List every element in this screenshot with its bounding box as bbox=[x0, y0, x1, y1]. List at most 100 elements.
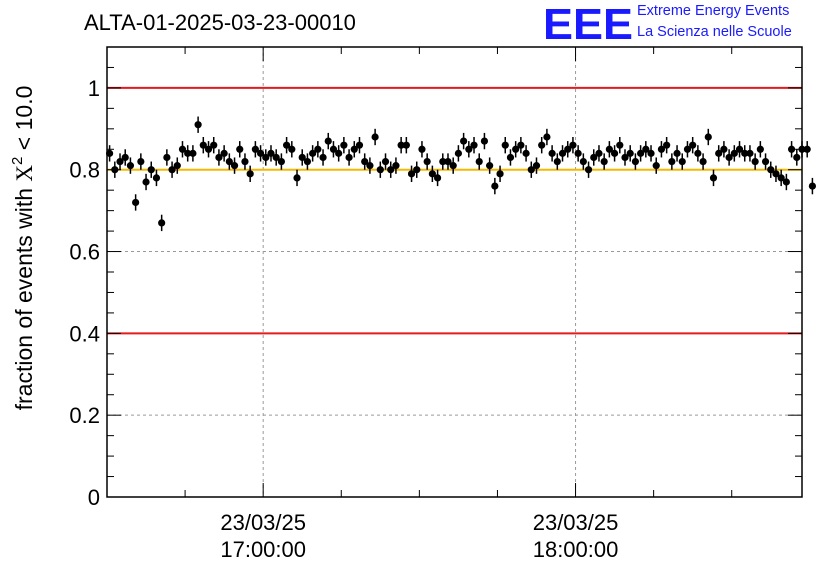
data-marker bbox=[381, 157, 390, 166]
data-marker bbox=[449, 162, 457, 170]
data-marker bbox=[267, 149, 275, 157]
data-point bbox=[741, 145, 749, 162]
data-point bbox=[210, 137, 218, 154]
y-axis-label: fraction of events with X2 < 10.0 bbox=[9, 86, 37, 411]
data-marker bbox=[439, 157, 447, 166]
data-marker bbox=[397, 141, 405, 149]
x-tick-label-date: 23/03/25 bbox=[533, 510, 619, 535]
data-point bbox=[704, 128, 712, 146]
data-marker bbox=[444, 157, 452, 166]
data-marker bbox=[538, 141, 546, 149]
data-marker bbox=[787, 145, 796, 153]
data-point bbox=[449, 157, 457, 174]
data-point bbox=[163, 149, 171, 166]
data-marker bbox=[637, 149, 645, 157]
data-marker bbox=[756, 145, 764, 153]
data-point bbox=[470, 137, 478, 154]
data-point bbox=[558, 145, 567, 162]
data-marker bbox=[465, 145, 473, 153]
plot-frame bbox=[106, 46, 803, 498]
data-marker bbox=[782, 178, 790, 186]
data-point bbox=[460, 132, 468, 150]
data-point bbox=[767, 161, 775, 178]
data-point bbox=[194, 116, 202, 133]
data-point bbox=[496, 165, 504, 182]
data-point bbox=[309, 145, 317, 162]
data-marker bbox=[147, 166, 155, 174]
data-point bbox=[366, 157, 374, 174]
data-point bbox=[439, 153, 447, 170]
data-point bbox=[532, 157, 541, 174]
data-point bbox=[413, 161, 421, 178]
data-point bbox=[725, 149, 733, 166]
data-marker bbox=[699, 157, 707, 166]
data-marker bbox=[496, 170, 504, 178]
x-tick-label-date: 23/03/25 bbox=[220, 510, 306, 535]
eee-logo-text: EEE bbox=[543, 2, 633, 44]
data-marker bbox=[532, 162, 541, 170]
data-marker bbox=[715, 149, 723, 157]
data-point bbox=[199, 137, 207, 154]
data-marker bbox=[152, 174, 161, 182]
data-marker bbox=[116, 157, 124, 166]
logo-line-1: Extreme Energy Events bbox=[637, 3, 790, 19]
data-point bbox=[756, 141, 764, 158]
data-point bbox=[142, 173, 150, 191]
data-marker bbox=[689, 141, 697, 149]
data-point bbox=[621, 149, 629, 166]
data-point bbox=[173, 157, 181, 174]
data-point bbox=[283, 137, 291, 154]
data-point bbox=[407, 165, 416, 182]
x-tick-label-time: 17:00:00 bbox=[220, 537, 306, 562]
data-marker bbox=[678, 157, 686, 166]
data-point bbox=[116, 153, 124, 170]
data-point bbox=[730, 145, 738, 162]
data-marker bbox=[324, 137, 332, 145]
data-marker bbox=[574, 149, 582, 157]
data-marker bbox=[194, 121, 202, 129]
data-point bbox=[777, 169, 785, 187]
data-point bbox=[501, 137, 509, 154]
data-marker bbox=[668, 157, 676, 166]
data-marker bbox=[173, 162, 181, 170]
data-marker bbox=[256, 149, 265, 157]
data-point bbox=[610, 145, 619, 162]
data-point bbox=[319, 149, 327, 166]
data-marker bbox=[178, 145, 187, 153]
data-marker bbox=[741, 149, 749, 157]
data-point bbox=[371, 128, 379, 146]
data-point bbox=[418, 141, 426, 158]
y-tick-label: 0 bbox=[88, 485, 100, 510]
data-point bbox=[595, 145, 603, 162]
data-marker bbox=[694, 149, 702, 157]
data-marker bbox=[730, 149, 738, 157]
data-marker bbox=[428, 170, 436, 178]
data-marker bbox=[584, 166, 593, 174]
data-point bbox=[293, 169, 301, 187]
data-point bbox=[715, 145, 723, 162]
data-point bbox=[355, 137, 364, 154]
data-point bbox=[491, 177, 499, 195]
data-marker bbox=[220, 149, 228, 157]
data-point bbox=[345, 149, 353, 166]
data-marker bbox=[548, 149, 556, 157]
data-point bbox=[564, 141, 572, 158]
data-marker bbox=[506, 153, 515, 162]
data-marker bbox=[126, 162, 135, 170]
y-tick-label: 0.4 bbox=[69, 321, 100, 346]
data-point bbox=[256, 145, 265, 162]
data-point bbox=[178, 141, 187, 158]
data-marker bbox=[579, 157, 587, 166]
data-point bbox=[637, 145, 645, 162]
data-marker bbox=[605, 145, 613, 153]
data-point bbox=[574, 145, 582, 162]
data-marker bbox=[132, 198, 140, 207]
data-marker bbox=[272, 153, 280, 162]
data-marker bbox=[366, 162, 374, 170]
data-point bbox=[392, 157, 400, 174]
data-point bbox=[699, 153, 707, 170]
data-point bbox=[480, 132, 489, 150]
data-marker bbox=[189, 149, 197, 157]
data-marker bbox=[376, 166, 384, 174]
